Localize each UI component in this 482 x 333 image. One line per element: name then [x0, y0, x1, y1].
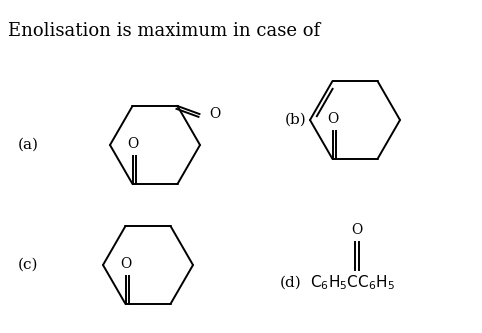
- Text: O: O: [210, 107, 221, 121]
- Text: O: O: [120, 257, 131, 271]
- Text: O: O: [327, 112, 338, 126]
- Text: (c): (c): [18, 258, 39, 272]
- Text: (b): (b): [285, 113, 307, 127]
- Text: O: O: [127, 137, 138, 151]
- Text: (d): (d): [280, 276, 302, 290]
- Text: $\mathdefault{C_6H_5CC_6H_5}$: $\mathdefault{C_6H_5CC_6H_5}$: [310, 274, 395, 292]
- Text: Enolisation is maximum in case of: Enolisation is maximum in case of: [8, 22, 320, 40]
- Text: O: O: [351, 223, 362, 237]
- Text: (a): (a): [18, 138, 39, 152]
